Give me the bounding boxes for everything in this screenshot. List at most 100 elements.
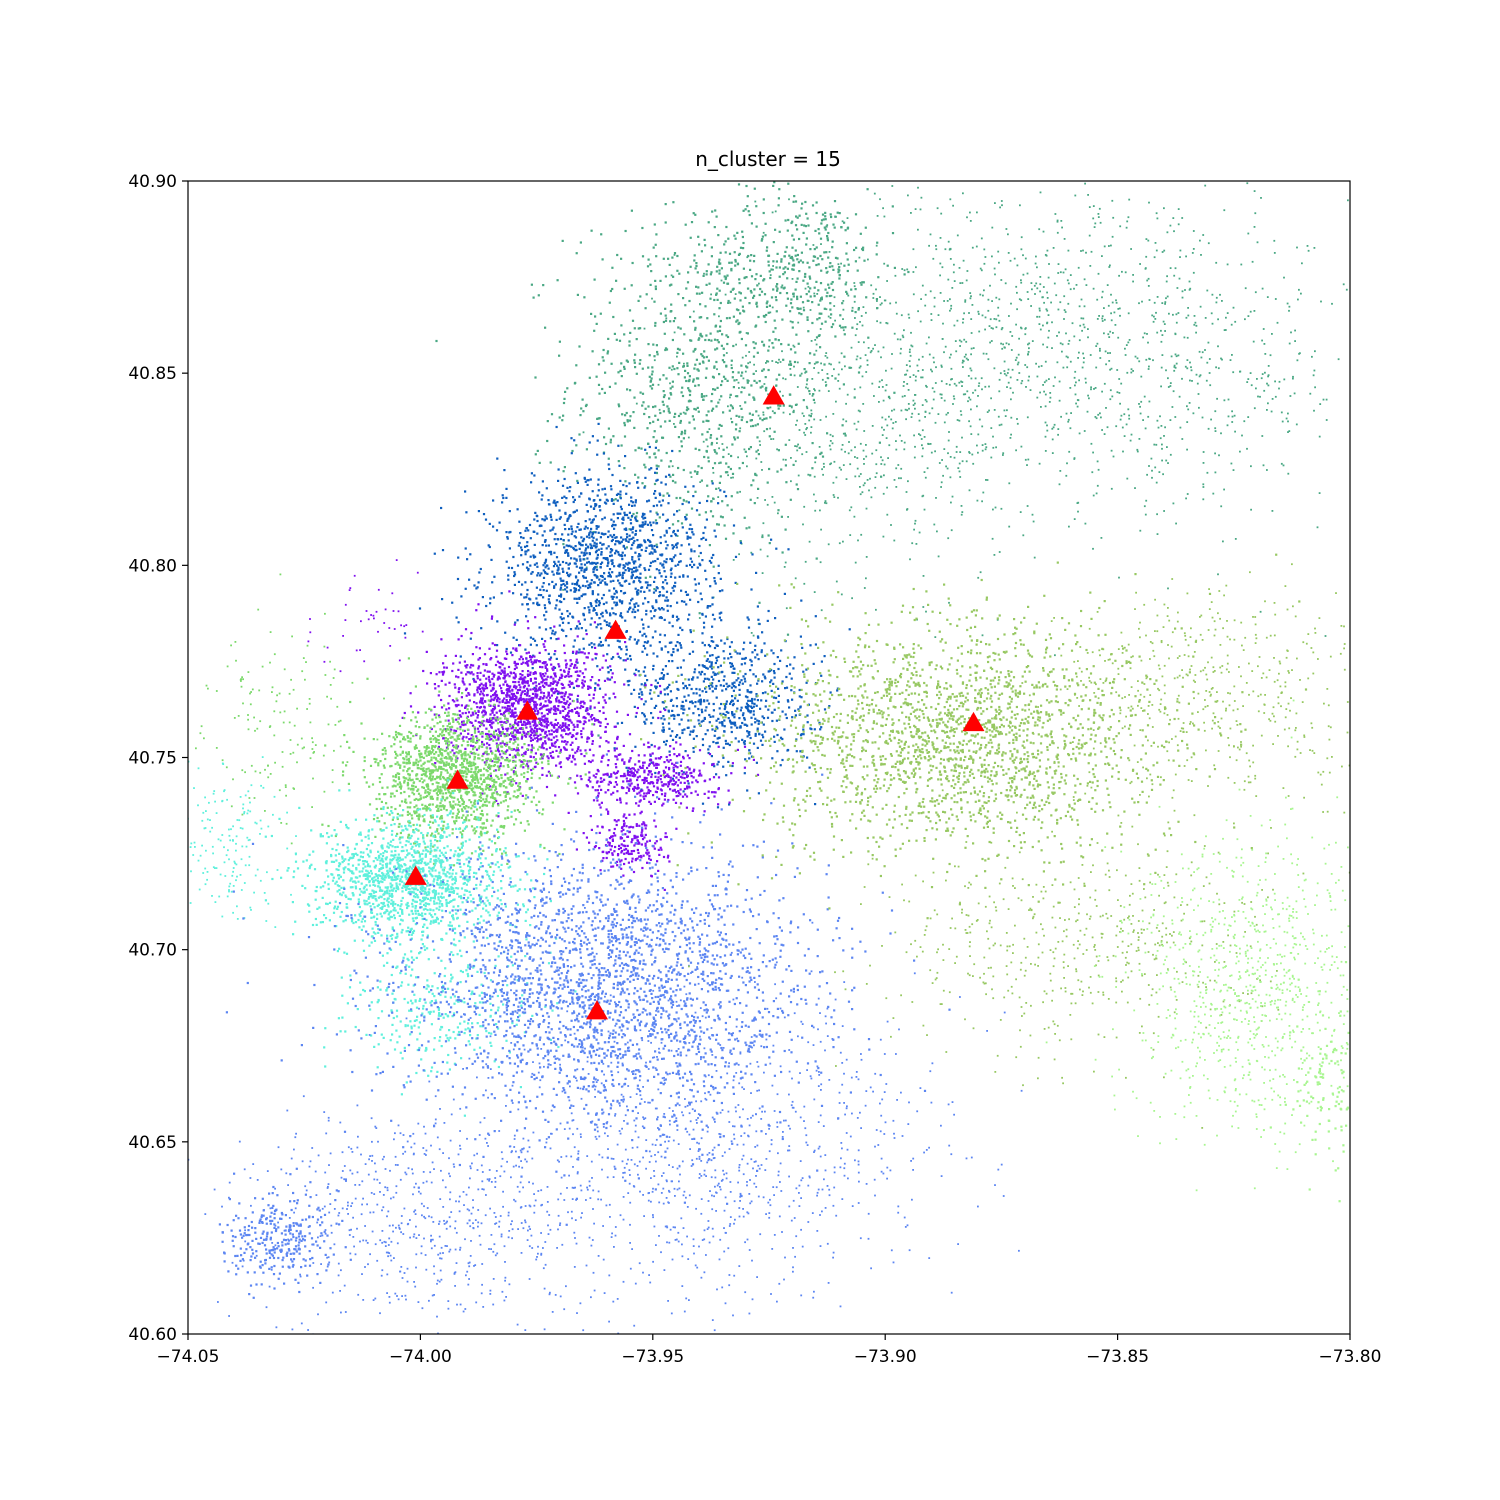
data-point (845, 478, 848, 480)
data-point (609, 575, 612, 578)
data-point (741, 461, 744, 465)
data-point (803, 431, 805, 434)
data-point (599, 623, 602, 626)
data-point (583, 477, 586, 480)
data-point (840, 352, 843, 355)
data-point (1247, 416, 1250, 418)
data-point (522, 536, 525, 540)
data-point (887, 395, 891, 398)
data-point (1198, 406, 1200, 409)
data-point (724, 293, 727, 296)
data-point (759, 444, 761, 446)
data-point (1082, 352, 1084, 355)
data-point (593, 643, 596, 646)
data-point (802, 399, 805, 402)
data-point (761, 572, 764, 574)
data-point (796, 216, 799, 219)
data-point (974, 389, 977, 392)
data-point (512, 555, 515, 559)
data-point (693, 320, 696, 323)
data-point (640, 548, 643, 552)
data-point (814, 461, 817, 464)
data-point (530, 283, 533, 286)
data-point (745, 332, 748, 334)
data-point (688, 652, 691, 655)
data-point (716, 763, 719, 766)
chart-title: n_cluster = 15 (695, 147, 841, 171)
data-point (560, 579, 563, 582)
data-point (794, 709, 797, 712)
data-point (677, 466, 680, 470)
data-point (1299, 352, 1301, 355)
data-point (775, 299, 778, 302)
data-point (830, 294, 833, 297)
data-point (791, 220, 794, 223)
data-point (668, 284, 672, 287)
data-point (651, 547, 654, 550)
data-point (1103, 382, 1106, 385)
data-point (1143, 395, 1146, 398)
data-point (637, 576, 640, 579)
data-point (813, 248, 816, 251)
data-point (563, 546, 566, 549)
data-point (602, 602, 605, 606)
data-point (842, 329, 845, 332)
data-point (581, 584, 585, 587)
data-point (643, 590, 646, 593)
data-point (912, 271, 915, 273)
data-point (609, 554, 612, 558)
data-point (940, 393, 943, 396)
data-point (713, 462, 717, 465)
data-point (574, 575, 578, 578)
data-point (718, 721, 721, 724)
data-point (628, 602, 631, 605)
data-point (662, 257, 665, 260)
data-point (796, 228, 799, 231)
data-point (762, 343, 765, 346)
data-point (653, 548, 656, 551)
data-point (853, 300, 856, 303)
data-point (709, 434, 713, 437)
data-point (543, 562, 546, 565)
data-point (558, 600, 561, 603)
data-point (582, 537, 586, 540)
data-point (760, 649, 763, 652)
data-point (691, 650, 695, 653)
data-point (977, 310, 980, 313)
data-point (935, 497, 937, 499)
data-point (1220, 357, 1222, 360)
data-point (649, 263, 652, 266)
data-point (715, 742, 718, 745)
data-point (1001, 347, 1004, 350)
data-point (790, 457, 792, 459)
data-point (756, 746, 759, 749)
data-point (1049, 396, 1052, 399)
data-point (544, 566, 547, 569)
data-point (584, 553, 587, 556)
data-point (549, 529, 552, 532)
data-point (804, 275, 807, 278)
data-point (1067, 420, 1070, 423)
data-point (702, 531, 705, 535)
data-point (798, 270, 801, 273)
data-point (738, 467, 741, 470)
data-point (638, 579, 641, 582)
data-point (853, 282, 856, 284)
data-point (920, 438, 923, 440)
data-point (914, 445, 916, 448)
data-point (1095, 345, 1098, 347)
data-point (1115, 425, 1118, 428)
data-point (1247, 315, 1250, 317)
data-point (625, 528, 628, 531)
data-point (660, 554, 663, 557)
data-point (693, 348, 696, 351)
data-point (842, 150, 844, 152)
data-point (1161, 354, 1164, 356)
data-point (956, 419, 959, 421)
data-point (748, 749, 751, 752)
data-point (1221, 300, 1223, 302)
data-point (619, 493, 622, 496)
data-point (918, 433, 920, 435)
data-point (660, 647, 663, 650)
data-point (997, 314, 1000, 317)
